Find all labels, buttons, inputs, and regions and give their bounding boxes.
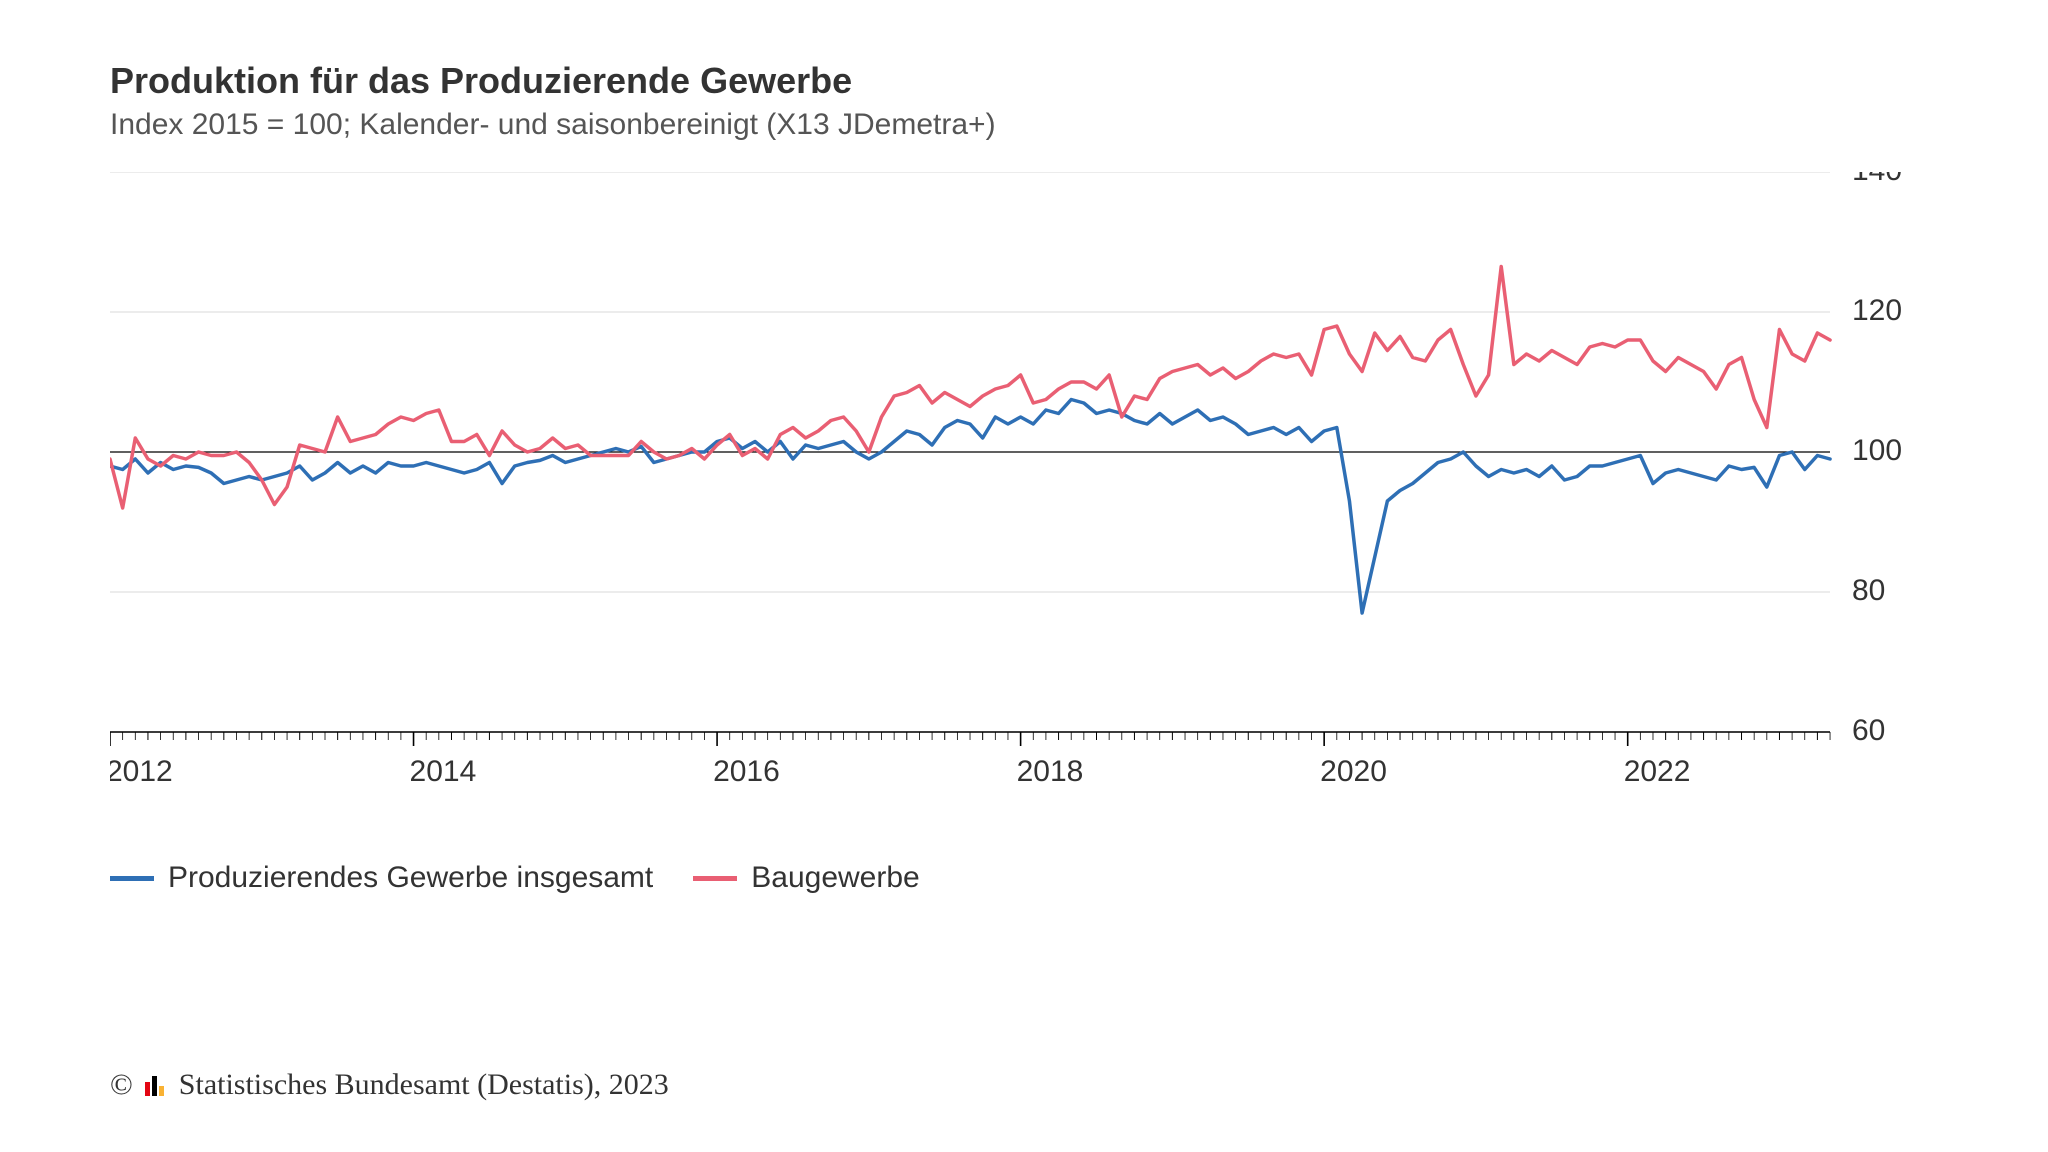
series-line [110,400,1830,614]
copyright-symbol: © [110,1068,133,1102]
x-tick-label: 2018 [1017,755,1084,788]
chart-subtitle: Index 2015 = 100; Kalender- und saisonbe… [110,108,1938,142]
y-tick-label: 60 [1852,714,1885,747]
source-attribution: © Statistisches Bundesamt (Destatis), 20… [110,1068,669,1102]
y-tick-label: 100 [1852,434,1902,467]
chart-svg: 60 80 100 120 140 2012 2014 2016 2018 2020 2022 [110,172,1938,822]
chart-title: Produktion für das Produzierende Gewerbe [110,60,1938,102]
x-tick-label: 2014 [410,755,477,788]
legend-label: Produzierendes Gewerbe insgesamt [168,861,653,895]
series-line [110,267,1830,509]
y-tick-label: 140 [1852,172,1902,187]
legend-item: Baugewerbe [693,861,919,895]
chart-plot-area: 60 80 100 120 140 2012 2014 2016 2018 2020 2022 [110,172,1938,827]
legend-swatch [110,876,154,881]
x-tick-label: 2012 [110,755,173,788]
legend: Produzierendes Gewerbe insgesamt Baugewer… [110,861,1938,895]
y-tick-label: 120 [1852,294,1902,327]
y-tick-label: 80 [1852,574,1885,607]
logo-bar [145,1082,150,1096]
x-tick-label: 2016 [713,755,780,788]
x-tick-label: 2020 [1320,755,1387,788]
source-text: Statistisches Bundesamt (Destatis), 2023 [179,1068,669,1102]
legend-item: Produzierendes Gewerbe insgesamt [110,861,653,895]
logo-bar [159,1086,164,1096]
destatis-logo-icon [143,1072,169,1098]
legend-label: Baugewerbe [751,861,919,895]
chart-container: Produktion für das Produzierende Gewerbe… [0,0,2048,1152]
x-tick-label: 2022 [1624,755,1691,788]
legend-swatch [693,876,737,881]
logo-bar [152,1076,157,1096]
